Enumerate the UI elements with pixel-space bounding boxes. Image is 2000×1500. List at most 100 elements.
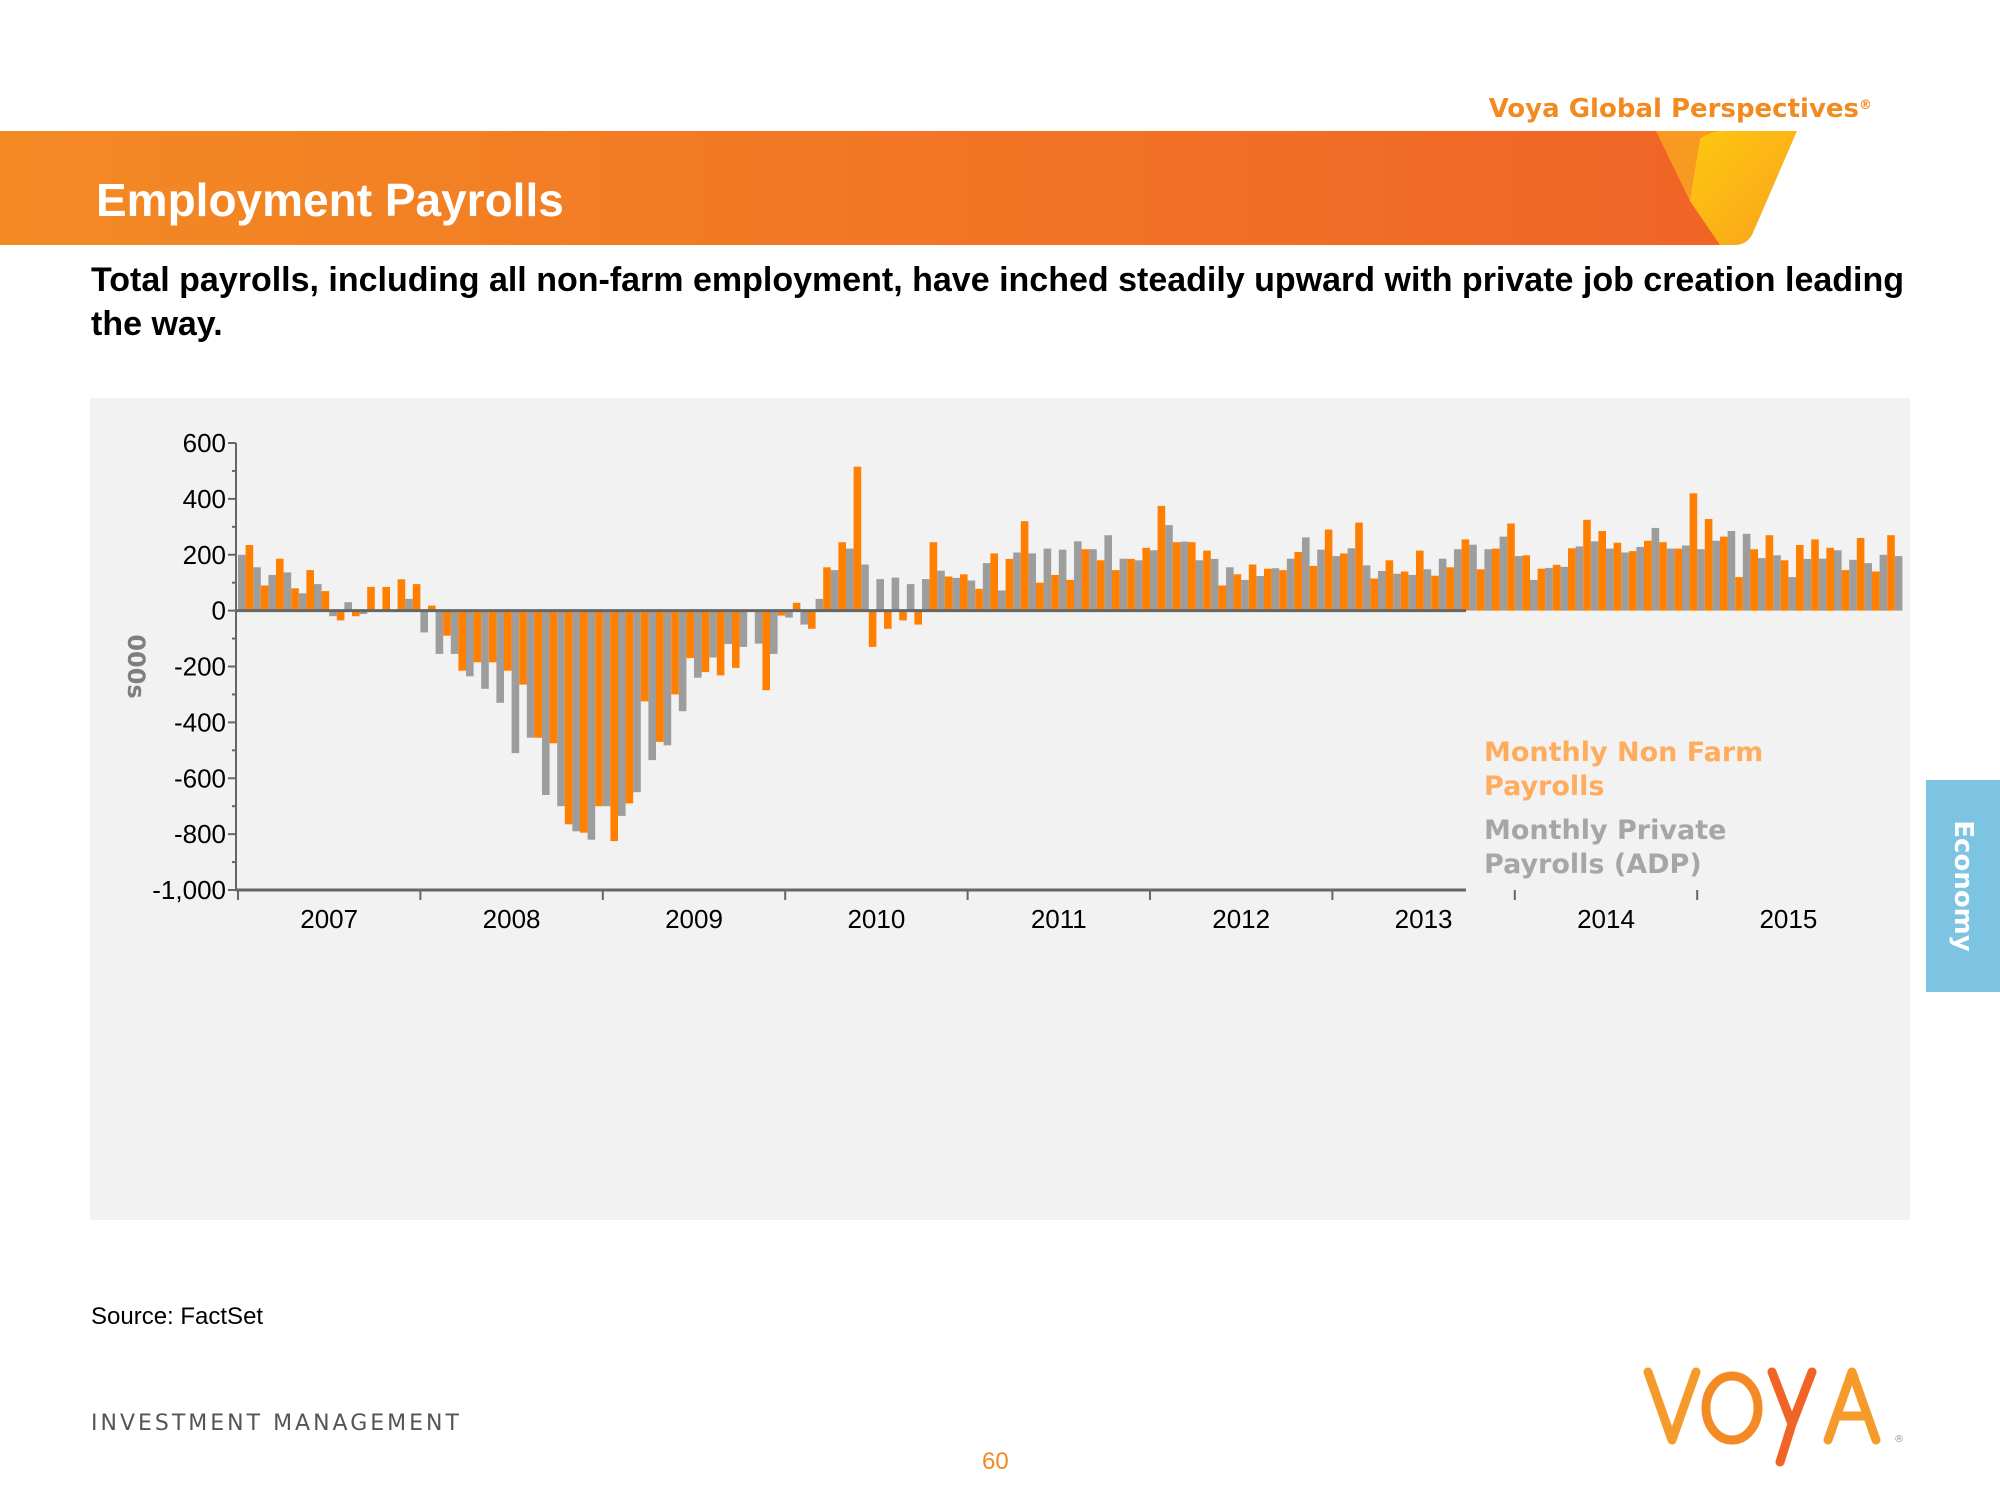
bar-private-adp — [891, 577, 900, 611]
bar-private-adp — [952, 577, 960, 611]
bar-nonfarm — [1796, 545, 1804, 611]
bar-nonfarm — [1340, 553, 1348, 611]
bar-private-adp — [1013, 552, 1021, 611]
y-tick-label: 0 — [212, 596, 226, 626]
bar-private-adp — [466, 610, 474, 677]
bar-nonfarm — [1309, 565, 1318, 611]
bar-nonfarm — [1537, 568, 1546, 611]
bar-private-adp — [1788, 577, 1796, 611]
bar-private-adp — [1530, 579, 1538, 611]
division-label: INVESTMENT MANAGEMENT — [91, 1411, 462, 1436]
bar-private-adp — [922, 579, 930, 611]
x-tick-label: 2014 — [1577, 904, 1635, 934]
registered-mark: ® — [1859, 98, 1872, 113]
bar-private-adp — [1651, 527, 1660, 611]
bar-nonfarm — [1522, 555, 1530, 611]
bar-private-adp — [1834, 550, 1842, 611]
bar-private-adp — [830, 570, 839, 611]
bar-private-adp — [1499, 536, 1508, 611]
bar-nonfarm — [1172, 542, 1181, 611]
bar-private-adp — [1165, 525, 1173, 611]
bar-nonfarm — [1188, 542, 1196, 611]
bar-nonfarm — [428, 605, 436, 611]
bar-nonfarm — [610, 610, 618, 842]
bar-nonfarm — [519, 610, 527, 685]
bar-private-adp — [1849, 559, 1857, 611]
bar-private-adp — [648, 610, 656, 761]
bar-private-adp — [542, 610, 550, 795]
bar-nonfarm — [914, 610, 922, 625]
bar-nonfarm — [1248, 564, 1257, 611]
bar-private-adp — [450, 610, 459, 654]
bar-nonfarm — [1127, 558, 1135, 611]
bar-nonfarm — [1476, 569, 1485, 611]
bar-private-adp — [906, 584, 915, 611]
bar-nonfarm — [1628, 551, 1637, 611]
bar-private-adp — [694, 610, 702, 678]
bar-nonfarm — [960, 574, 968, 611]
bar-nonfarm — [1385, 560, 1394, 611]
bar-nonfarm — [1507, 523, 1515, 611]
bar-private-adp — [1727, 531, 1736, 611]
subtitle: Total payrolls, including all non-farm e… — [91, 261, 1905, 343]
bar-nonfarm — [367, 586, 375, 611]
bar-nonfarm — [1081, 549, 1090, 611]
bar-nonfarm — [1416, 550, 1424, 611]
bar-nonfarm — [1492, 548, 1500, 611]
section-tab-economy[interactable]: Economy — [1926, 780, 2000, 992]
y-tick-label: 200 — [183, 540, 226, 570]
x-tick-label: 2007 — [300, 904, 358, 934]
bar-private-adp — [1438, 558, 1447, 611]
y-tick-label: -200 — [174, 652, 226, 682]
legend-private-adp: Monthly Private Payrolls (ADP) — [1484, 815, 1727, 880]
bar-nonfarm — [686, 610, 694, 659]
bar-private-adp — [1028, 553, 1036, 611]
bar-private-adp — [1180, 541, 1188, 611]
bar-private-adp — [876, 579, 884, 611]
bar-private-adp — [1286, 558, 1295, 611]
bar-nonfarm — [595, 610, 603, 807]
bar-private-adp — [1590, 541, 1599, 611]
bar-nonfarm — [701, 610, 710, 673]
bar-nonfarm — [656, 610, 664, 742]
bar-nonfarm — [580, 610, 588, 833]
bar-private-adp — [1682, 545, 1690, 611]
bar-private-adp — [1317, 549, 1325, 611]
bar-nonfarm — [1674, 548, 1682, 611]
x-tick-label: 2012 — [1212, 904, 1270, 934]
bar-nonfarm — [853, 466, 862, 611]
bar-nonfarm — [1461, 539, 1470, 611]
brand-header: Voya Global Perspectives® — [1489, 94, 1872, 124]
bar-nonfarm — [291, 588, 299, 611]
bar-nonfarm — [321, 591, 330, 611]
bar-nonfarm — [1112, 570, 1120, 611]
bar-private-adp — [420, 610, 428, 633]
y-tick-label: -600 — [174, 763, 226, 793]
chart-panel: 600 400 200 0 -200 -400 -600 -800 -1,000 2007 2008… — [90, 398, 1910, 1220]
bar-private-adp — [1864, 563, 1872, 611]
bar-private-adp — [587, 610, 596, 840]
bar-private-adp — [1195, 560, 1204, 611]
bar-private-adp — [1621, 552, 1629, 611]
bar-nonfarm — [1568, 548, 1576, 611]
bar-nonfarm — [564, 610, 573, 825]
bar-private-adp — [268, 574, 276, 611]
bar-private-adp — [770, 610, 778, 654]
bar-private-adp — [663, 610, 672, 746]
bar-private-adp — [1043, 548, 1052, 611]
bar-nonfarm — [1841, 570, 1850, 611]
bar-private-adp — [314, 584, 322, 611]
bar-nonfarm — [1142, 547, 1150, 611]
bar-nonfarm — [990, 553, 998, 611]
bar-nonfarm — [1051, 574, 1059, 611]
legend-nonfarm: Monthly Non Farm Payrolls — [1484, 737, 1764, 802]
bar-nonfarm — [245, 545, 254, 611]
bar-nonfarm — [1811, 539, 1819, 611]
y-axis-label: 000s — [122, 634, 150, 698]
bar-private-adp — [329, 610, 337, 617]
bar-private-adp — [1332, 556, 1340, 611]
bar-nonfarm — [1780, 560, 1789, 611]
bar-nonfarm — [1644, 540, 1652, 611]
bar-nonfarm — [1720, 536, 1728, 611]
bar-private-adp — [982, 563, 991, 611]
